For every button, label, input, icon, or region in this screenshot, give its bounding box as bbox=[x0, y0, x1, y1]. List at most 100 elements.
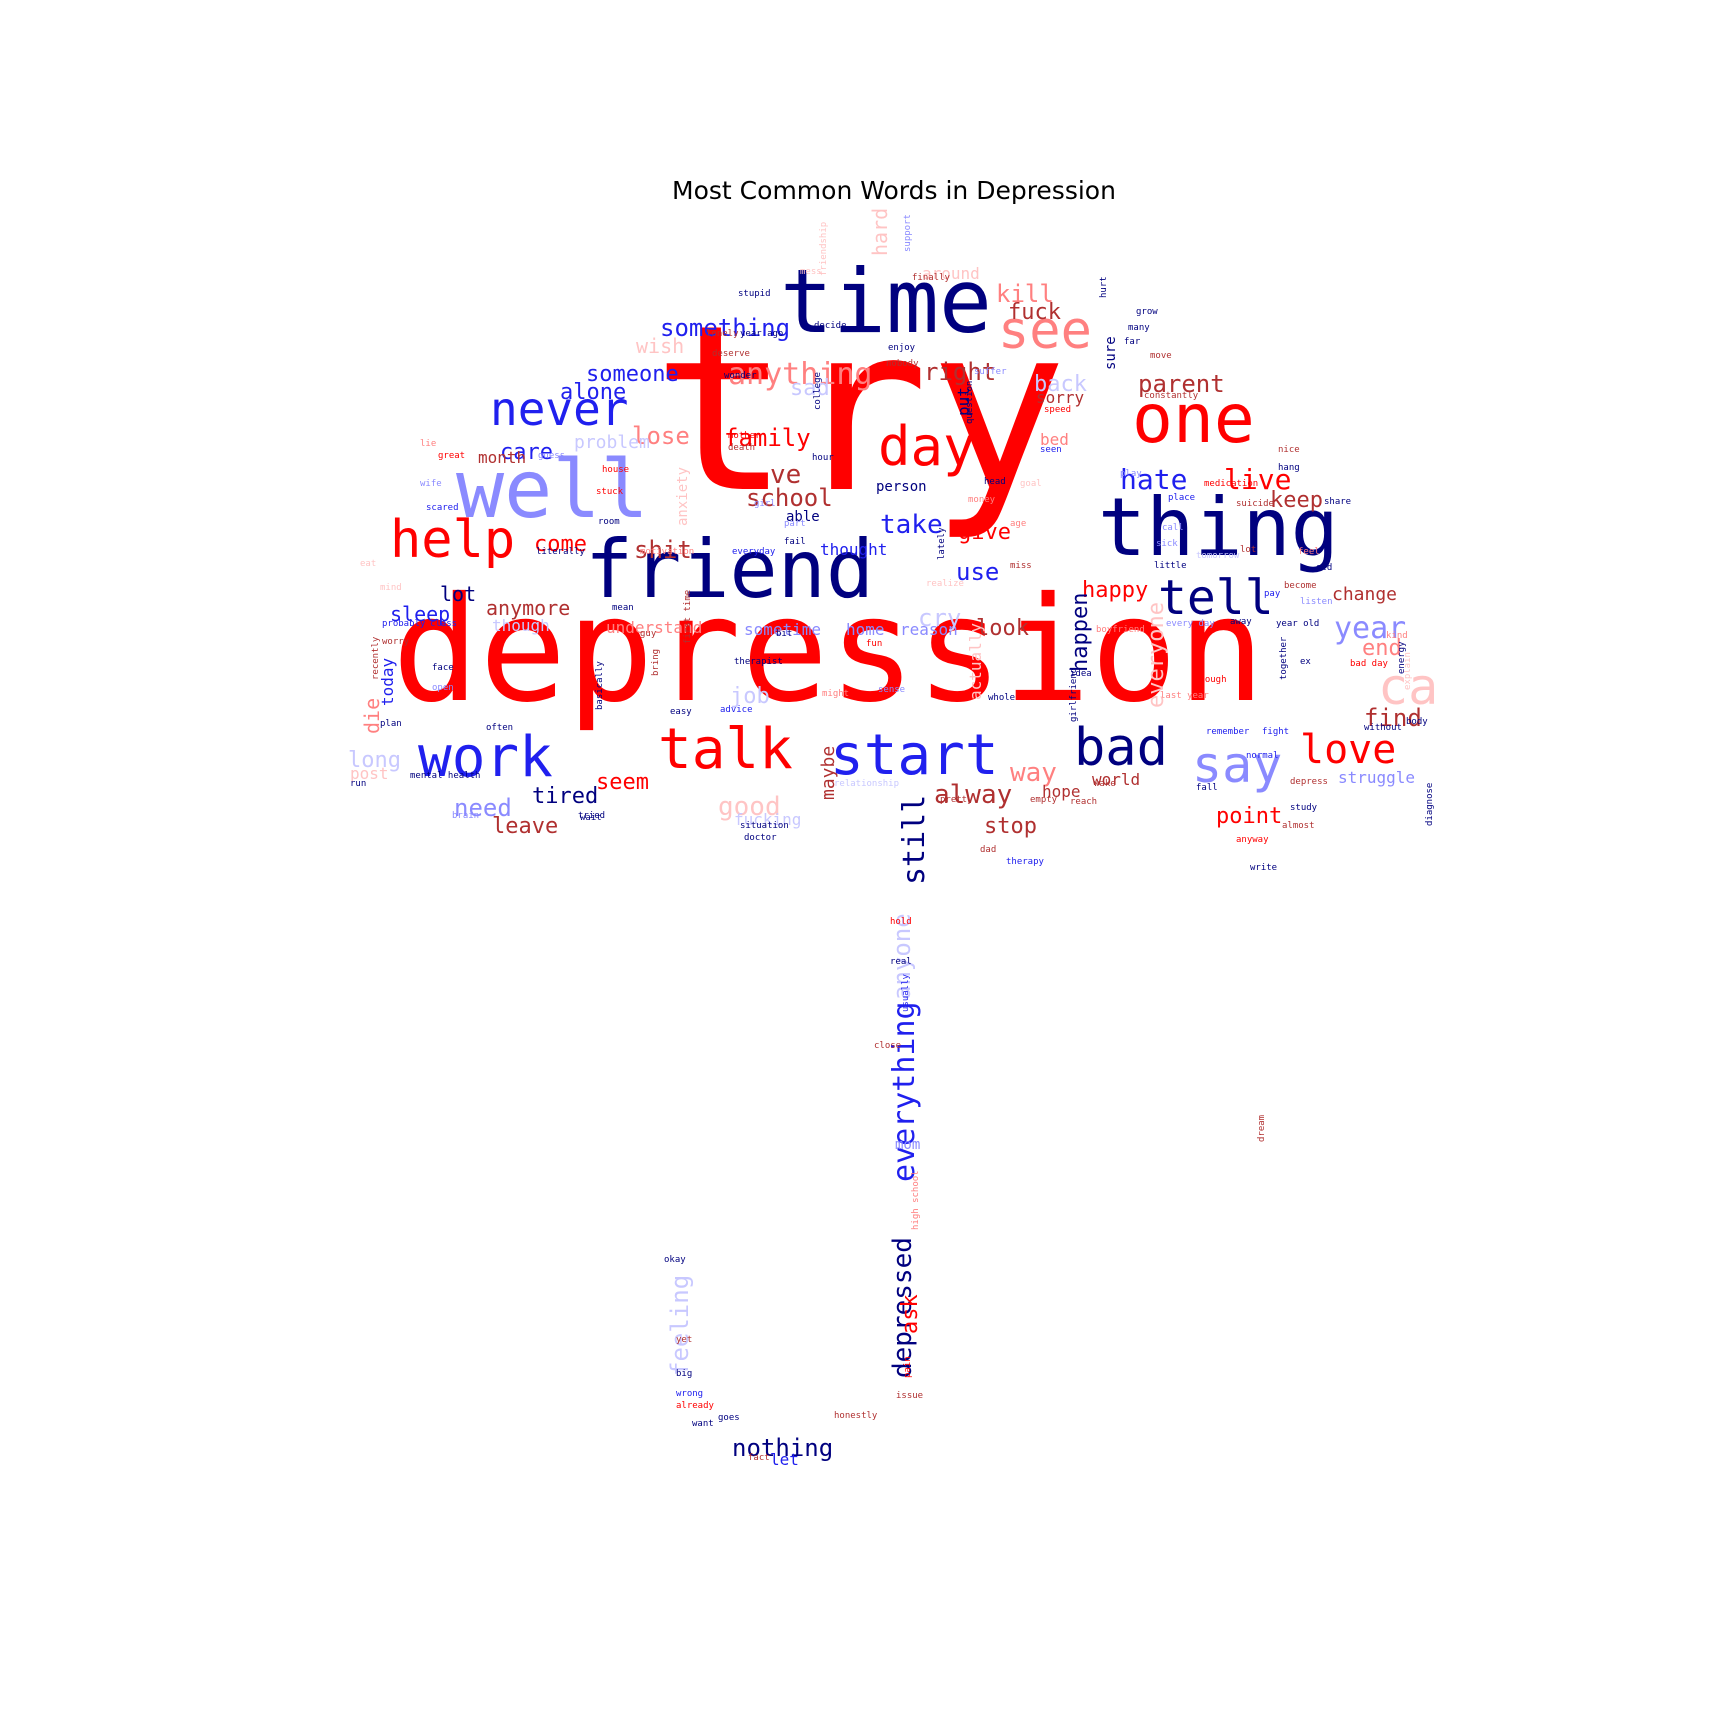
cloud-word: sleep bbox=[390, 602, 451, 626]
cloud-word: boyfriend bbox=[1096, 625, 1145, 635]
cloud-word: today bbox=[378, 657, 397, 706]
cloud-word: write bbox=[1250, 863, 1278, 873]
cloud-word: reach bbox=[1070, 797, 1098, 807]
cloud-word: sense bbox=[878, 685, 906, 695]
cloud-word: tried bbox=[578, 811, 606, 821]
cloud-word: place bbox=[1168, 493, 1196, 503]
cloud-word: back bbox=[1034, 372, 1087, 397]
cloud-word: something bbox=[660, 314, 791, 342]
cloud-word: probably bbox=[382, 619, 426, 629]
cloud-word: cry bbox=[918, 604, 962, 632]
cloud-word: year bbox=[1334, 611, 1407, 646]
cloud-word: tomorrow bbox=[1196, 551, 1240, 561]
cloud-word: empty bbox=[1030, 795, 1058, 805]
cloud-word: maybe bbox=[818, 745, 839, 800]
cloud-word: share bbox=[1324, 497, 1352, 507]
cloud-word: lonely bbox=[706, 329, 739, 339]
cloud-word: speed bbox=[1044, 405, 1072, 415]
cloud-word: anything bbox=[728, 357, 873, 392]
cloud-word: okay bbox=[664, 1255, 686, 1265]
cloud-word: play bbox=[1120, 469, 1142, 479]
cloud-word: well bbox=[456, 443, 649, 536]
cloud-word: mother bbox=[728, 431, 761, 441]
cloud-word: fuck bbox=[1008, 300, 1061, 325]
cloud-word: basically bbox=[595, 661, 605, 710]
cloud-word: care bbox=[500, 440, 553, 465]
cloud-word: long bbox=[348, 748, 401, 773]
cloud-word: listen bbox=[1300, 597, 1333, 607]
cloud-word: already bbox=[676, 1401, 714, 1411]
cloud-word: first time bbox=[683, 589, 693, 644]
cloud-word: work bbox=[418, 725, 553, 790]
cloud-word: guess bbox=[538, 451, 566, 461]
cloud-word: might bbox=[822, 689, 850, 699]
cloud-word: tell bbox=[1158, 570, 1274, 626]
cloud-word: real bbox=[890, 957, 912, 967]
cloud-word: easy bbox=[670, 707, 692, 717]
cloud-word: find bbox=[1364, 704, 1422, 732]
cloud-word: someone bbox=[586, 362, 679, 387]
cloud-word: honestly bbox=[834, 1411, 878, 1421]
cloud-word: kind bbox=[1386, 631, 1408, 641]
cloud-word: month bbox=[478, 448, 527, 467]
cloud-word: lie bbox=[420, 439, 437, 449]
cloud-word: change bbox=[1332, 584, 1398, 605]
cloud-word: far bbox=[1124, 337, 1141, 347]
cloud-word: say bbox=[1192, 736, 1283, 794]
cloud-word: constantly bbox=[1144, 391, 1199, 401]
cloud-word: decide bbox=[814, 321, 847, 331]
cloud-word: scared bbox=[426, 503, 459, 513]
cloud-word: motivation bbox=[640, 547, 695, 557]
cloud-word: away bbox=[1230, 617, 1252, 627]
cloud-word: mental health bbox=[410, 771, 481, 781]
cloud-word: dream bbox=[1257, 1114, 1267, 1142]
chart-title: Most Common Words in Depression bbox=[672, 176, 1116, 205]
cloud-word: many bbox=[1128, 323, 1150, 333]
cloud-word: want bbox=[692, 1419, 714, 1429]
cloud-word: close bbox=[874, 1041, 902, 1051]
cloud-word: hang bbox=[1278, 463, 1300, 473]
cloud-word: person bbox=[876, 479, 927, 495]
cloud-word: world bbox=[1092, 770, 1141, 789]
cloud-word: mess bbox=[800, 267, 822, 277]
cloud-word: lot bbox=[440, 582, 477, 606]
cloud-word: little bbox=[1154, 561, 1187, 571]
cloud-word: feel bbox=[1298, 547, 1320, 557]
cloud-word: sick bbox=[1156, 539, 1178, 549]
cloud-word: guy bbox=[640, 629, 657, 639]
cloud-word: hurt bbox=[1099, 276, 1109, 298]
cloud-word: money bbox=[968, 495, 996, 505]
cloud-word: seen bbox=[1040, 445, 1062, 455]
cloud-word: nice bbox=[1278, 445, 1300, 455]
cloud-word: feeling bbox=[666, 1274, 694, 1376]
cloud-word: goes bbox=[718, 1413, 740, 1423]
cloud-word: bad bbox=[1074, 718, 1168, 778]
cloud-word: live bbox=[1224, 463, 1292, 496]
cloud-word: problem bbox=[574, 432, 650, 453]
cloud-word: anyway bbox=[1236, 835, 1269, 845]
cloud-word: realize bbox=[926, 579, 964, 589]
cloud-word: kill bbox=[996, 280, 1054, 308]
cloud-word: bed bbox=[1040, 430, 1069, 449]
cloud-word: study bbox=[1290, 803, 1318, 813]
cloud-word: good bbox=[718, 792, 781, 822]
cloud-word: relationship bbox=[834, 779, 900, 789]
cloud-word: sad bbox=[790, 376, 830, 401]
cloud-word: way bbox=[1010, 758, 1057, 788]
cloud-word: pay bbox=[1264, 589, 1281, 599]
cloud-word: big bbox=[676, 1369, 693, 1379]
cloud-word: fun bbox=[866, 639, 883, 649]
cloud-word: mom bbox=[895, 1137, 921, 1153]
cloud-word: school bbox=[746, 484, 833, 512]
cloud-word: wake bbox=[1094, 779, 1116, 789]
cloud-word: family bbox=[724, 424, 811, 452]
cloud-word: bad day bbox=[1350, 659, 1388, 669]
cloud-word: wish bbox=[636, 334, 685, 358]
cloud-word: fall bbox=[1196, 783, 1218, 793]
cloud-word: sometime bbox=[744, 620, 822, 639]
cloud-word: every day bbox=[1166, 619, 1215, 629]
cloud-word: wrong bbox=[676, 1389, 704, 1399]
cloud-word: medication bbox=[1204, 479, 1259, 489]
cloud-word: grow bbox=[1136, 307, 1158, 317]
